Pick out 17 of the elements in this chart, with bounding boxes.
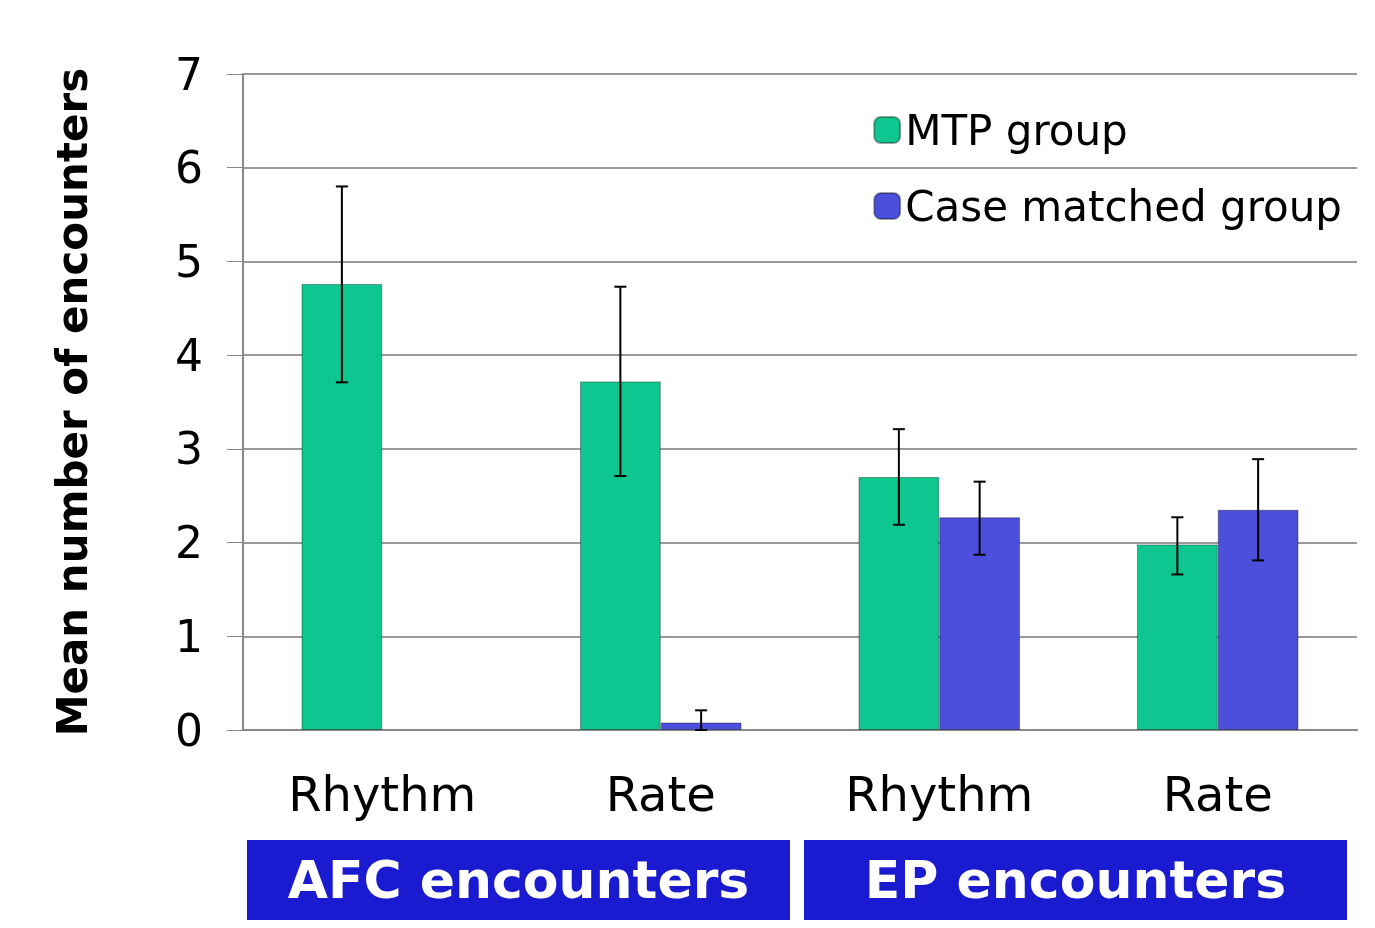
y-axis-title: Mean number of encounters xyxy=(47,67,97,737)
text: AFC encounters xyxy=(287,850,750,910)
x-tick-label: Rate xyxy=(605,766,716,822)
x-tick-label: Rhythm xyxy=(288,766,477,822)
y-tick-label: 1 xyxy=(175,610,203,662)
y-tick-label: 2 xyxy=(175,517,203,569)
y-tick-label: 7 xyxy=(175,48,203,100)
legend-label: Case matched group xyxy=(905,181,1342,231)
y-tick-label: 3 xyxy=(175,423,203,475)
text: EP encounters xyxy=(864,850,1287,910)
x-tick-label: Rhythm xyxy=(845,766,1034,822)
y-tick-label: 5 xyxy=(175,235,203,287)
y-tick-label: 0 xyxy=(175,704,203,756)
legend-label: MTP group xyxy=(905,105,1128,155)
y-tick-label: 6 xyxy=(175,142,203,194)
y-tick-label: 4 xyxy=(175,329,203,381)
x-tick-label: Rate xyxy=(1162,766,1273,822)
